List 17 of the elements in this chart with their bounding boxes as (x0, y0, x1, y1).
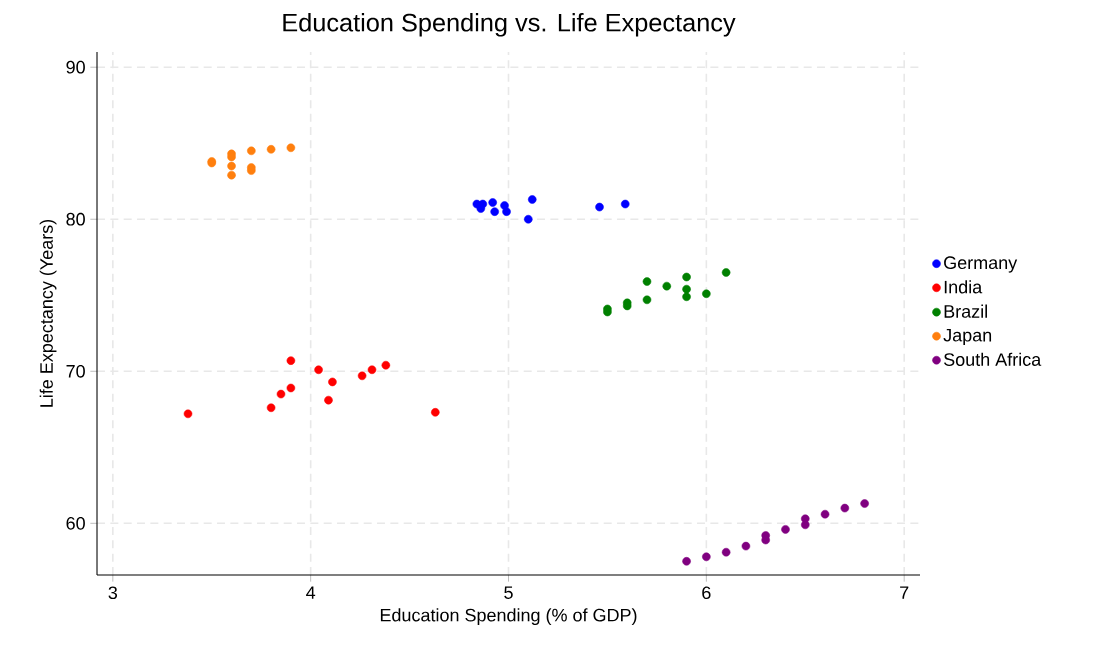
legend-label: Japan (943, 329, 992, 346)
legend-label: South Africa (943, 352, 1042, 366)
x-tick-label: 7 (900, 586, 909, 599)
x-tick-label: 3 (108, 586, 118, 600)
chart-title: Education Spending vs. Life Expectancy (283, 13, 736, 37)
x-tick-label: 4 (306, 586, 316, 599)
legend-label: Germany (944, 256, 1018, 273)
x-tick-label: 5 (504, 586, 513, 599)
x-tick-label: 6 (702, 586, 711, 600)
legend-label: Brazil (944, 304, 987, 318)
y-axis-title: Life Expectancy (Years) (39, 219, 57, 407)
y-tick-label: 70 (66, 364, 85, 378)
x-axis-title: Education Spending (% of GDP) (380, 608, 637, 626)
y-tick-label: 90 (66, 60, 85, 74)
y-tick-label: 60 (66, 516, 85, 530)
y-tick-label: 80 (66, 212, 85, 226)
legend-label: India (944, 280, 983, 294)
